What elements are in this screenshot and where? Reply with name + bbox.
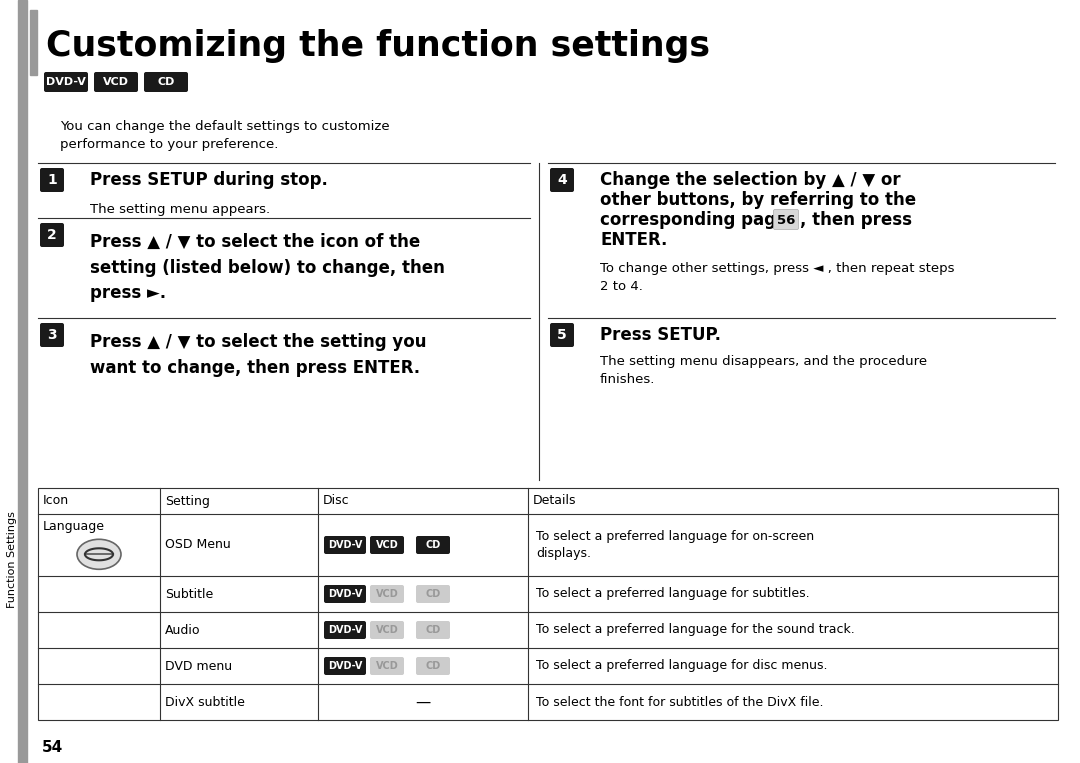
Text: Function Settings: Function Settings [6,511,17,608]
Text: DVD-V: DVD-V [328,540,362,550]
Text: Icon: Icon [43,494,69,507]
Text: To select a preferred language for subtitles.: To select a preferred language for subti… [536,588,810,600]
FancyBboxPatch shape [773,210,798,230]
Text: To change other settings, press ◄ , then repeat steps
2 to 4.: To change other settings, press ◄ , then… [600,262,955,293]
Text: ENTER.: ENTER. [600,231,667,249]
Text: The setting menu appears.: The setting menu appears. [90,203,270,216]
Text: 56: 56 [777,214,795,227]
FancyBboxPatch shape [324,657,366,675]
FancyBboxPatch shape [370,657,404,675]
Text: Press ▲ / ▼ to select the setting you
want to change, then press ENTER.: Press ▲ / ▼ to select the setting you wa… [90,333,427,377]
Text: DVD-V: DVD-V [46,77,86,87]
Ellipse shape [77,539,121,569]
Text: Setting: Setting [165,494,210,507]
FancyBboxPatch shape [370,585,404,603]
Text: OSD Menu: OSD Menu [165,539,231,552]
FancyBboxPatch shape [416,621,450,639]
Text: VCD: VCD [376,540,399,550]
Text: VCD: VCD [103,77,129,87]
Text: , then press: , then press [800,211,912,229]
Text: To select the font for subtitles of the DivX file.: To select the font for subtitles of the … [536,696,824,709]
Text: DVD-V: DVD-V [328,625,362,635]
Text: Change the selection by ▲ / ▼ or: Change the selection by ▲ / ▼ or [600,171,901,189]
FancyBboxPatch shape [416,585,450,603]
FancyBboxPatch shape [370,621,404,639]
Text: 4: 4 [557,173,567,187]
Text: Audio: Audio [165,623,201,636]
Text: The setting menu disappears, and the procedure
finishes.: The setting menu disappears, and the pro… [600,355,927,386]
Text: VCD: VCD [376,625,399,635]
FancyBboxPatch shape [44,72,87,92]
Text: To select a preferred language for on-screen
displays.: To select a preferred language for on-sc… [536,530,814,560]
FancyBboxPatch shape [324,585,366,603]
Text: DVD menu: DVD menu [165,659,232,672]
FancyBboxPatch shape [40,323,64,347]
Text: To select a preferred language for the sound track.: To select a preferred language for the s… [536,623,854,636]
Text: CD: CD [426,540,441,550]
Text: CD: CD [426,661,441,671]
Text: Press SETUP during stop.: Press SETUP during stop. [90,171,328,189]
Text: DVD-V: DVD-V [328,661,362,671]
FancyBboxPatch shape [370,536,404,554]
FancyBboxPatch shape [416,657,450,675]
FancyBboxPatch shape [40,223,64,247]
FancyBboxPatch shape [94,72,138,92]
Text: DivX subtitle: DivX subtitle [165,696,245,709]
Text: 2: 2 [48,228,57,242]
Text: Press ▲ / ▼ to select the icon of the
setting (listed below) to change, then
pre: Press ▲ / ▼ to select the icon of the se… [90,233,445,302]
Text: Press SETUP.: Press SETUP. [600,326,721,344]
Text: VCD: VCD [376,589,399,599]
Text: Language: Language [43,520,105,533]
Text: CD: CD [158,77,175,87]
Text: 1: 1 [48,173,57,187]
FancyBboxPatch shape [40,168,64,192]
FancyBboxPatch shape [324,536,366,554]
Text: 54: 54 [42,741,64,755]
Bar [30,10,37,75]
Bar [18,0,27,763]
Text: 3: 3 [48,328,57,342]
Text: You can change the default settings to customize
performance to your preference.: You can change the default settings to c… [60,120,390,151]
FancyBboxPatch shape [144,72,188,92]
Text: 5: 5 [557,328,567,342]
Text: CD: CD [426,625,441,635]
Text: To select a preferred language for disc menus.: To select a preferred language for disc … [536,659,827,672]
Text: DVD-V: DVD-V [328,589,362,599]
Text: Details: Details [534,494,577,507]
FancyBboxPatch shape [550,168,573,192]
Text: Disc: Disc [323,494,350,507]
Text: corresponding pages: corresponding pages [600,211,797,229]
Text: —: — [416,694,431,710]
FancyBboxPatch shape [550,323,573,347]
Text: CD: CD [426,589,441,599]
FancyBboxPatch shape [416,536,450,554]
Text: VCD: VCD [376,661,399,671]
Text: other buttons, by referring to the: other buttons, by referring to the [600,191,916,209]
FancyBboxPatch shape [324,621,366,639]
Text: Customizing the function settings: Customizing the function settings [46,29,710,63]
Bar [38,488,1058,720]
Text: Subtitle: Subtitle [165,588,213,600]
